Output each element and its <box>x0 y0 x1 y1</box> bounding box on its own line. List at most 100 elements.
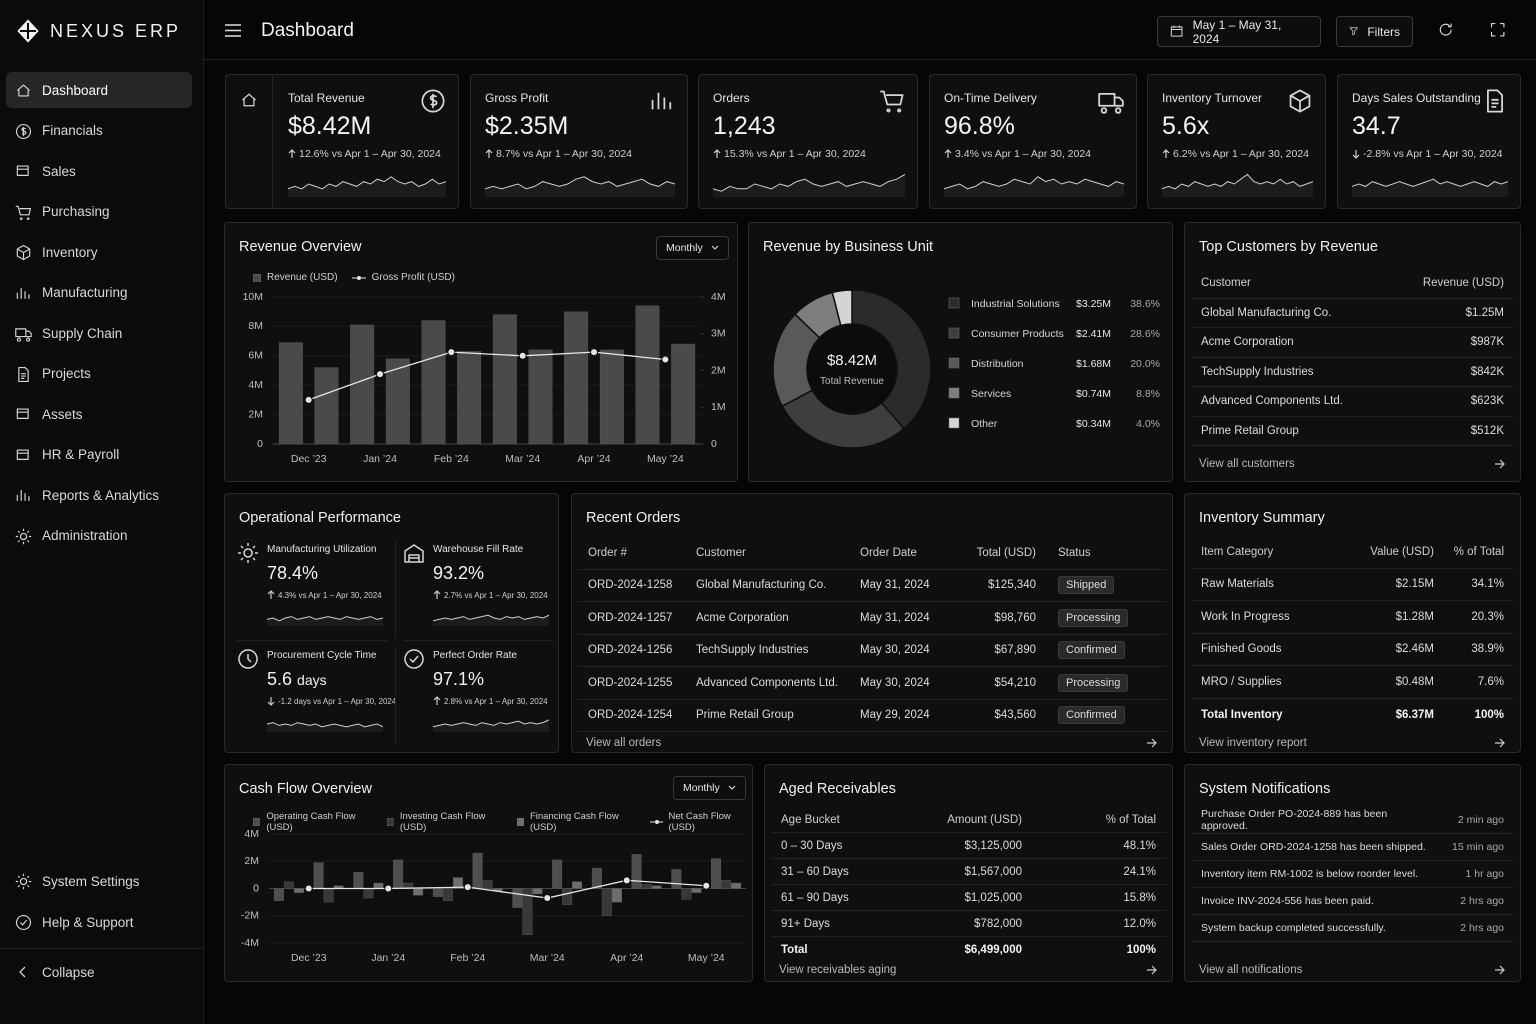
notification-text: Sales Order ORD-2024-1258 has been shipp… <box>1201 841 1426 853</box>
trend-arrow <box>267 697 275 706</box>
kpi-change: 12.6% vs Apr 1 – Apr 30, 2024 <box>288 148 441 160</box>
date-range: May 1 – May 31, 2024 <box>1192 17 1282 46</box>
cell-text: $987K <box>1470 336 1504 349</box>
table-row: ORD-2024-1255 Advanced Components Ltd. May… <box>578 667 1166 700</box>
chart: 0 2M 4M 6M 8M 10M 0 1M 2M 3M 4M Dec ’23 Jan ’24 Feb ’… <box>243 291 726 465</box>
arrow-shape <box>267 697 275 706</box>
sparkline <box>713 173 905 197</box>
table-cell: TechSupply Industries <box>1201 366 1394 378</box>
panel-title: Operational Performance <box>239 510 401 526</box>
nav-item[interactable]: Help & Support <box>6 904 192 940</box>
icon <box>15 873 32 890</box>
nav-item[interactable]: Assets <box>6 396 192 432</box>
sparkline <box>485 176 675 197</box>
bar <box>350 324 375 445</box>
x-tick-label: Jan ’24 <box>371 952 405 964</box>
table-cell: Total (USD) <box>956 547 1036 559</box>
nav-item[interactable]: Administration <box>6 518 192 554</box>
bar <box>512 888 523 908</box>
legend-item: Investing Cash Flow (USD) <box>386 811 505 833</box>
period-select[interactable]: Monthly <box>656 236 729 260</box>
cell-text: Status <box>1058 546 1091 559</box>
icon[interactable] <box>1438 22 1455 39</box>
table-cell: $6,499,000 <box>912 944 1022 956</box>
cell-text: Finished Goods <box>1201 643 1282 656</box>
nav-item[interactable]: Reports & Analytics <box>6 477 192 513</box>
y-tick-label: 4M <box>248 379 263 391</box>
nav-item[interactable]: Dashboard <box>6 72 192 108</box>
nav-item[interactable]: Financials <box>6 113 192 149</box>
center-value: $8.42M <box>827 352 877 369</box>
legend-swatch <box>386 818 394 826</box>
collapse-button[interactable]: Collapse <box>6 954 192 990</box>
trend-arrow <box>713 149 721 158</box>
bar <box>591 867 602 889</box>
table-row: MRO / Supplies $0.48M 7.6% <box>1191 666 1514 699</box>
bar <box>651 885 662 889</box>
line-point <box>304 884 313 893</box>
sparkline-area <box>433 615 549 626</box>
nav-item[interactable]: System Settings <box>6 863 192 899</box>
icon <box>880 90 904 113</box>
cell-text: Order Date <box>860 546 917 559</box>
nav-item[interactable]: Sales <box>6 153 192 189</box>
table-row: ORD-2024-1254 Prime Retail Group May 29, 2… <box>578 700 1166 732</box>
bar <box>393 859 404 889</box>
sidebar: NEXUS ERP Dashboard Financials Sales Purcha… <box>0 0 204 1024</box>
arrow-shape <box>433 590 441 599</box>
divider <box>403 640 553 641</box>
divider <box>237 640 387 641</box>
icon <box>1349 27 1358 36</box>
change-text: 15.3% vs Apr 1 – Apr 30, 2024 <box>724 148 866 160</box>
x-tick-label: Dec ’23 <box>291 453 327 465</box>
date-range-button[interactable]: May 1 – May 31, 2024 <box>1157 16 1321 47</box>
icon <box>15 123 32 139</box>
view-link[interactable]: View inventory report <box>1199 737 1506 749</box>
nav-item[interactable]: Supply Chain <box>6 315 192 351</box>
nav-label: Projects <box>42 366 91 381</box>
table-cell: 31 – 60 Days <box>781 866 912 878</box>
period-select[interactable]: Monthly <box>673 776 746 800</box>
table-cell: Processing <box>1036 608 1156 627</box>
filters-button[interactable]: Filters <box>1336 16 1413 47</box>
icon-shape <box>15 205 32 220</box>
icon[interactable] <box>1490 22 1507 39</box>
icon <box>16 84 31 97</box>
table: Age Bucket Amount (USD) % of Total 0 – 30 D… <box>771 807 1166 963</box>
view-link[interactable]: View all orders <box>586 737 1158 749</box>
bar <box>421 320 446 445</box>
cell-text: MRO / Supplies <box>1201 675 1282 688</box>
nav-item[interactable]: Projects <box>6 356 192 392</box>
table-cell: 34.1% <box>1434 578 1504 590</box>
icon-shape <box>880 90 904 113</box>
cell-text: 100% <box>1126 944 1156 956</box>
nav-item[interactable]: HR & Payroll <box>6 437 192 473</box>
nav-item[interactable]: Purchasing <box>6 194 192 230</box>
bar <box>283 881 294 889</box>
cell-text: 48.1% <box>1123 839 1156 852</box>
nav-label: System Settings <box>42 873 140 889</box>
chart: -4M -2M 0 2M 4M Dec ’23 Jan ’24 Feb ’24 Mar ’24 A… <box>241 828 746 964</box>
view-link[interactable]: View all customers <box>1199 458 1506 470</box>
business-unit-panel: Revenue by Business Unit $8.42M Total Reve… <box>748 222 1173 482</box>
cell-text: $6.37M <box>1395 708 1434 721</box>
table-cell: $54,210 <box>956 677 1036 689</box>
nav-item[interactable]: Manufacturing <box>6 275 192 311</box>
nav-item[interactable]: Inventory <box>6 234 192 270</box>
amount-label: $0.34M <box>1076 418 1111 430</box>
icon-shape <box>16 244 31 261</box>
table-cell: $1,025,000 <box>912 892 1022 904</box>
table-cell: 7.6% <box>1434 676 1504 688</box>
line-point <box>702 881 711 890</box>
view-link[interactable]: View all notifications <box>1199 964 1506 976</box>
view-link[interactable]: View receivables aging <box>779 964 1158 976</box>
arrow-shape <box>1495 459 1505 469</box>
bar <box>413 888 424 896</box>
table-row: Prime Retail Group $512K <box>1191 417 1514 446</box>
cell-text: Age Bucket <box>781 813 840 826</box>
nav-label: Reports & Analytics <box>42 487 160 503</box>
chart: $8.42M Total Revenue Industrial Solutions $… <box>772 289 1160 449</box>
table-cell: ORD-2024-1254 <box>588 709 696 721</box>
metric-label: Perfect Order Rate <box>433 650 517 661</box>
menu-icon[interactable] <box>225 24 241 37</box>
